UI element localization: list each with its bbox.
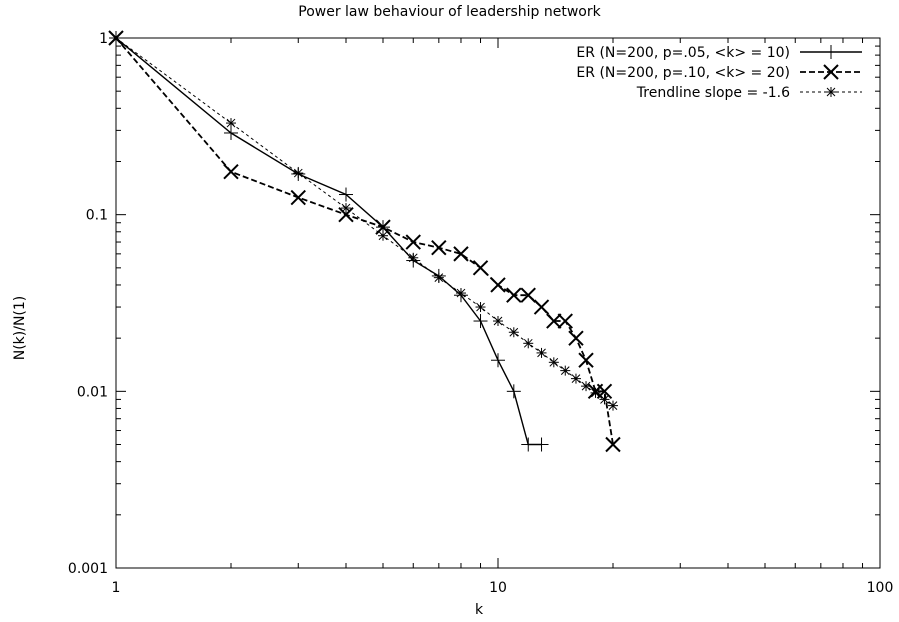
data-point-series-3 (293, 168, 304, 179)
data-point-series-2 (546, 313, 562, 329)
data-point-series-2 (431, 240, 447, 256)
legend-label-series-3: Trendline slope = -1.6 (636, 85, 790, 101)
x-tick-label: 100 (867, 580, 894, 596)
data-point-series-3 (455, 288, 466, 299)
data-point-series-3 (590, 387, 601, 398)
legend-marker-series-2 (823, 64, 839, 80)
series-line-1 (115, 37, 542, 446)
plot-frame (115, 37, 881, 569)
data-point-series-2 (605, 436, 621, 453)
y-axis-label: N(k)/N(1) (12, 295, 28, 361)
legend-marker-series-1 (824, 45, 838, 59)
data-point-series-2 (338, 206, 354, 223)
x-tick-label: 1 (112, 580, 121, 596)
legend-marker-series-3 (826, 87, 836, 97)
data-point-series-2 (506, 287, 522, 303)
data-point-series-1 (506, 384, 521, 399)
data-point-series-3 (508, 327, 519, 338)
data-point-series-3 (493, 316, 503, 327)
data-point-series-3 (225, 118, 236, 129)
data-point-series-3 (536, 347, 547, 358)
data-point-series-2 (568, 330, 584, 346)
legend-label-series-2: ER (N=200, p=.10, <k> = 20) (576, 65, 790, 81)
data-point-series-1 (473, 314, 488, 329)
data-point-series-2 (472, 260, 489, 276)
data-point-series-2 (520, 287, 536, 303)
data-point-series-3 (340, 203, 351, 214)
y-tick-label: 0.001 (68, 561, 108, 577)
data-point-series-2 (557, 313, 573, 329)
data-point-series-2 (405, 234, 421, 250)
data-point-series-3 (599, 394, 610, 405)
data-point-series-3 (607, 400, 618, 411)
data-point-series-2 (223, 164, 239, 180)
data-point-series-3 (548, 357, 559, 368)
data-point-series-1 (338, 187, 353, 202)
data-point-series-1 (223, 125, 238, 140)
data-point-series-2 (453, 246, 469, 262)
data-point-series-2 (578, 352, 594, 368)
y-tick-label: 0.01 (77, 384, 108, 400)
data-point-series-3 (408, 252, 419, 263)
data-point-series-3 (523, 338, 534, 349)
data-point-series-2 (490, 277, 506, 293)
y-tick-label: 1 (99, 31, 108, 47)
data-point-series-1 (491, 353, 505, 368)
data-point-series-3 (560, 365, 571, 376)
legend-label-series-1: ER (N=200, p=.05, <k> = 10) (576, 45, 790, 61)
data-point-series-3 (570, 373, 581, 384)
data-point-series-3 (475, 302, 486, 313)
data-point-series-3 (581, 381, 592, 392)
x-tick-label: 10 (489, 580, 507, 596)
data-point-series-1 (534, 437, 549, 452)
data-point-series-3 (433, 272, 444, 283)
data-point-series-3 (378, 230, 389, 241)
data-point-series-2 (533, 299, 550, 315)
chart-title: Power law behaviour of leadership networ… (298, 4, 601, 20)
data-point-series-1 (521, 437, 536, 452)
x-axis-label: k (474, 602, 484, 618)
series-line-2 (115, 37, 614, 445)
data-point-series-2 (290, 189, 306, 206)
y-tick-label: 0.1 (86, 208, 108, 224)
data-point-series-3 (111, 33, 121, 43)
